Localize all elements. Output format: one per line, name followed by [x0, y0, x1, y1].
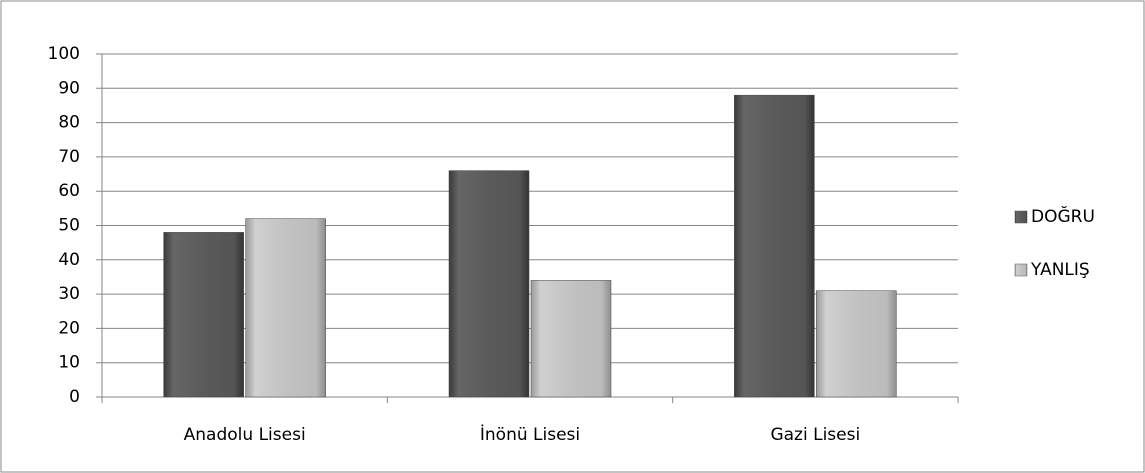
legend-swatch [1014, 210, 1028, 224]
legend-label: YANLIŞ [1030, 260, 1090, 280]
y-tick-label: 90 [58, 78, 80, 98]
y-tick-label: 50 [58, 216, 80, 236]
bar [163, 232, 244, 398]
legend-label: DOĞRU [1031, 205, 1095, 227]
x-tick-label: Anadolu Lisesi [184, 425, 306, 445]
y-tick-label: 30 [58, 284, 80, 304]
bar [448, 170, 530, 398]
bar [530, 280, 612, 398]
y-tick-label: 10 [58, 353, 80, 373]
y-tick-label: 80 [58, 113, 80, 133]
bar [245, 218, 326, 398]
y-tick-label: 100 [48, 44, 80, 64]
y-tick-label: 0 [69, 387, 80, 407]
y-tick-label: 70 [58, 147, 80, 167]
x-tick-label: Gazi Lisesi [770, 425, 860, 445]
y-tick-label: 40 [58, 250, 80, 270]
y-tick-label: 20 [58, 318, 80, 338]
bar [816, 290, 897, 398]
legend-swatch [1014, 263, 1028, 277]
x-tick-label: İnönü Lisesi [480, 424, 580, 445]
y-tick-label: 60 [58, 181, 80, 201]
bar [734, 94, 815, 398]
